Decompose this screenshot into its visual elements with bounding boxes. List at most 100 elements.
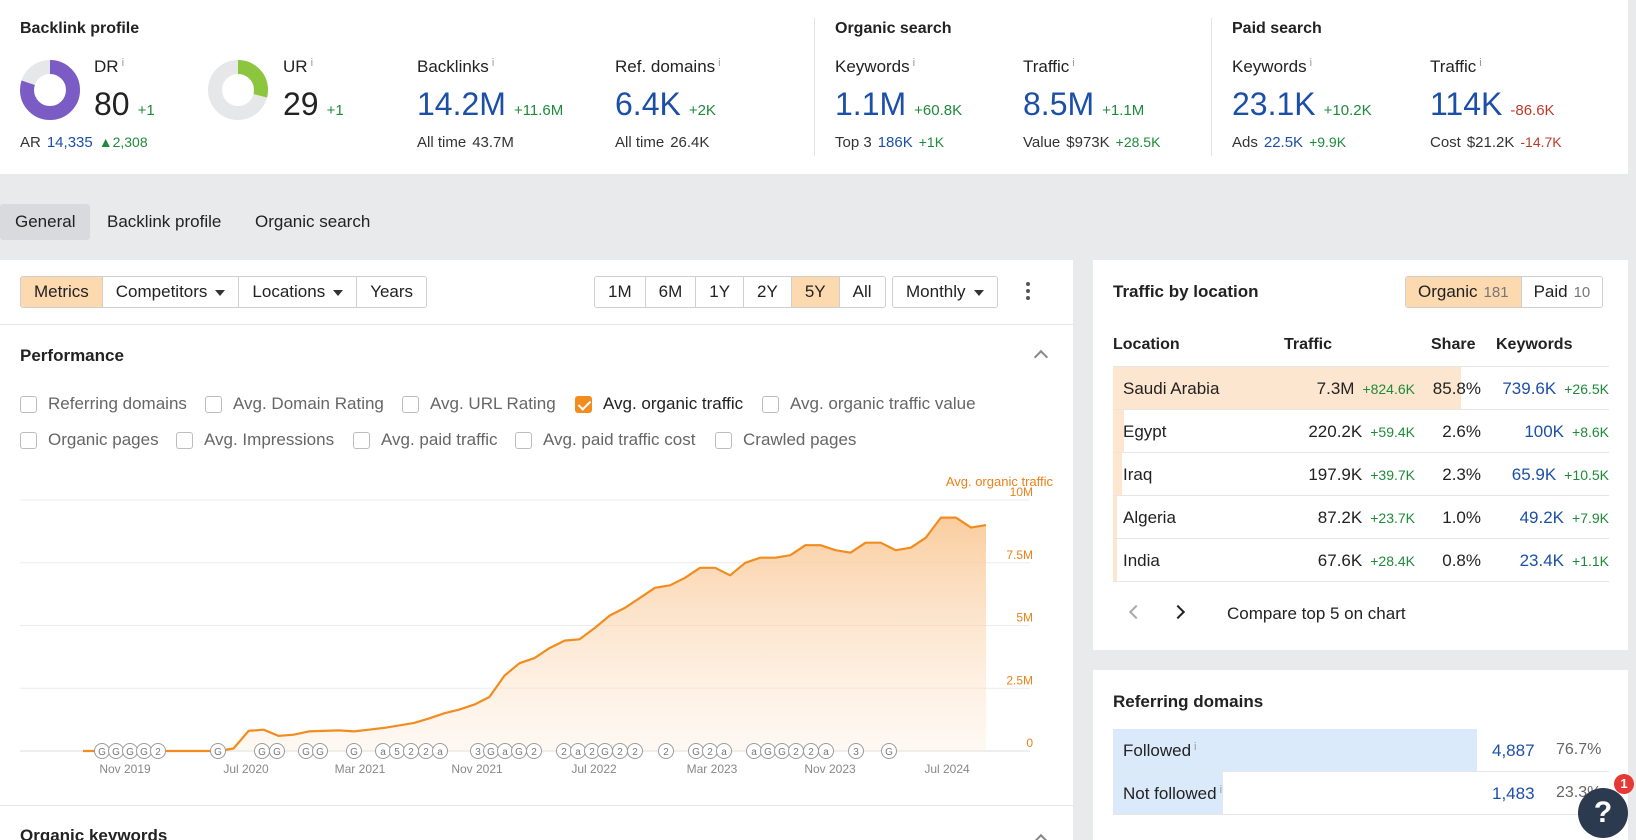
col-keywords[interactable]: Keywords bbox=[1496, 336, 1573, 353]
paid-toggle[interactable]: Paid 10 bbox=[1533, 282, 1591, 301]
dr-label[interactable]: DR i bbox=[94, 57, 125, 76]
annotation-letter: 2 bbox=[632, 747, 638, 758]
range-6m[interactable]: 6M bbox=[646, 277, 697, 307]
granularity-dropdown[interactable]: Monthly bbox=[892, 276, 998, 308]
annotation-marker bbox=[848, 743, 864, 759]
checkbox-avg-organic-traffic-value[interactable]: Avg. organic traffic value bbox=[762, 393, 976, 415]
location-traffic: 220.2K +59.4K bbox=[1308, 422, 1415, 441]
view-toolbar: Metrics Competitors Locations Years bbox=[20, 276, 428, 308]
annotation-marker bbox=[346, 743, 362, 759]
y-tick-label: 10M bbox=[1010, 485, 1033, 499]
competitors-dropdown[interactable]: Competitors bbox=[103, 277, 240, 307]
metrics-button[interactable]: Metrics bbox=[21, 277, 103, 307]
tab-backlink-profile[interactable]: Backlink profile bbox=[107, 212, 222, 231]
x-tick-label: Nov 2023 bbox=[804, 762, 856, 776]
organic-keywords-title: Organic keywords bbox=[20, 826, 168, 840]
location-keywords[interactable]: 49.2K +7.9K bbox=[1519, 508, 1609, 527]
checkbox-crawled-pages[interactable]: Crawled pages bbox=[715, 429, 856, 451]
annotation-letter: G bbox=[885, 747, 893, 758]
organic-keywords-value[interactable]: 1.1M +60.8K bbox=[835, 86, 963, 122]
annotation-letter: a bbox=[751, 747, 757, 758]
ref-domains-value[interactable]: 6.4K +2K bbox=[615, 86, 716, 122]
tab-organic-search[interactable]: Organic search bbox=[255, 212, 371, 231]
range-1y[interactable]: 1Y bbox=[696, 277, 745, 307]
divider bbox=[0, 324, 1073, 325]
location-row[interactable]: Egypt 220.2K +59.4K 2.6% 100K +8.6K bbox=[1113, 410, 1609, 453]
collapse-icon[interactable] bbox=[1033, 349, 1049, 365]
location-keywords[interactable]: 739.6K +26.5K bbox=[1502, 379, 1609, 398]
col-traffic[interactable]: Traffic bbox=[1284, 336, 1333, 353]
col-share[interactable]: Share bbox=[1431, 336, 1476, 353]
annotation-letter: G bbox=[273, 747, 281, 758]
granularity-value[interactable]: Monthly bbox=[893, 277, 997, 307]
location-row[interactable]: India 67.6K +28.4K 0.8% 23.4K +1.1K bbox=[1113, 539, 1609, 582]
checkbox-avg-impressions[interactable]: Avg. Impressions bbox=[176, 429, 334, 451]
location-name[interactable]: India bbox=[1123, 551, 1160, 570]
paid-traffic-value[interactable]: 114K -86.6K bbox=[1430, 86, 1555, 122]
organic-keywords-label[interactable]: Keywords i bbox=[835, 57, 916, 76]
organic-traffic-value[interactable]: 8.5M +1.1M bbox=[1023, 86, 1145, 122]
location-row[interactable]: Algeria 87.2K +23.7K 1.0% 49.2K +7.9K bbox=[1113, 496, 1609, 539]
annotation-letter: 2 bbox=[663, 747, 669, 758]
checkbox-avg-url-rating[interactable]: Avg. URL Rating bbox=[402, 393, 556, 415]
ref-domain-row[interactable]: Not followed i 1,483 23.3% bbox=[1113, 772, 1609, 815]
ref-domains-label[interactable]: Ref. domains i bbox=[615, 57, 721, 76]
checkbox-avg-organic-traffic[interactable]: Avg. organic traffic bbox=[575, 393, 743, 415]
paid-ads: Ads 22.5K +9.9K bbox=[1232, 134, 1347, 151]
annotation-marker bbox=[312, 743, 328, 759]
ur-donut bbox=[208, 60, 268, 120]
range-5y[interactable]: 5Y bbox=[791, 277, 840, 307]
divider bbox=[814, 18, 815, 156]
annotation-letter: G bbox=[316, 747, 324, 758]
collapse-icon[interactable] bbox=[1033, 833, 1049, 840]
paid-keywords-value[interactable]: 23.1K +10.2K bbox=[1232, 86, 1372, 122]
range-selector: 1M 6M 1Y 2Y 5Y All bbox=[594, 276, 886, 308]
ur-label[interactable]: UR i bbox=[283, 57, 314, 76]
range-1m[interactable]: 1M bbox=[595, 277, 646, 307]
years-button[interactable]: Years bbox=[370, 282, 414, 301]
paid-traffic-label[interactable]: Traffic i bbox=[1430, 57, 1482, 76]
checkbox-avg-paid-traffic[interactable]: Avg. paid traffic bbox=[353, 429, 498, 451]
location-keywords[interactable]: 100K +8.6K bbox=[1524, 422, 1609, 441]
share-bar bbox=[1113, 410, 1124, 452]
annotation-marker bbox=[210, 743, 226, 759]
ref-domain-count[interactable]: 4,887 bbox=[1492, 741, 1535, 760]
help-button[interactable]: ? bbox=[1578, 788, 1628, 838]
backlinks-label[interactable]: Backlinks i bbox=[417, 57, 495, 76]
location-name[interactable]: Saudi Arabia bbox=[1123, 379, 1220, 398]
paid-keywords-label[interactable]: Keywords i bbox=[1232, 57, 1313, 76]
location-row[interactable]: Iraq 197.9K +39.7K 2.3% 65.9K +10.5K bbox=[1113, 453, 1609, 496]
x-tick-label: Mar 2021 bbox=[335, 762, 386, 776]
backlink-profile-title: Backlink profile bbox=[20, 20, 140, 37]
range-2y[interactable]: 2Y bbox=[744, 277, 792, 307]
tab-general[interactable]: General bbox=[0, 204, 91, 240]
checkbox-organic-pages[interactable]: Organic pages bbox=[20, 429, 159, 451]
location-keywords[interactable]: 23.4K +1.1K bbox=[1519, 551, 1609, 570]
annotation-letter: 2 bbox=[155, 747, 161, 758]
ref-domain-count[interactable]: 1,483 bbox=[1492, 784, 1535, 803]
checkbox-avg-paid-traffic-cost[interactable]: Avg. paid traffic cost bbox=[515, 429, 695, 451]
range-all[interactable]: All bbox=[852, 282, 872, 301]
annotation-letter: a bbox=[380, 747, 386, 758]
checkbox-referring-domains[interactable]: Referring domains bbox=[20, 393, 187, 415]
location-row[interactable]: Saudi Arabia 7.3M +824.6K 85.8% 739.6K +26.5K bbox=[1113, 367, 1609, 410]
location-keywords[interactable]: 65.9K +10.5K bbox=[1511, 465, 1609, 484]
locations-dropdown[interactable]: Locations bbox=[239, 277, 358, 307]
more-options-icon[interactable] bbox=[1025, 282, 1031, 302]
prev-page-icon[interactable] bbox=[1128, 604, 1144, 620]
ref-domain-row[interactable]: Followed i 4,887 76.7% bbox=[1113, 729, 1609, 772]
organic-traffic-label[interactable]: Traffic i bbox=[1023, 57, 1075, 76]
location-name[interactable]: Algeria bbox=[1123, 508, 1176, 527]
y-tick-label: 0 bbox=[1026, 736, 1033, 750]
checkbox-avg-domain-rating[interactable]: Avg. Domain Rating bbox=[205, 393, 384, 415]
col-location[interactable]: Location bbox=[1113, 336, 1180, 353]
organic-toggle[interactable]: Organic 181 bbox=[1406, 277, 1522, 307]
referring-domains-title: Referring domains bbox=[1113, 692, 1264, 711]
location-name[interactable]: Egypt bbox=[1123, 422, 1167, 441]
location-name[interactable]: Iraq bbox=[1123, 465, 1153, 484]
chevron-down-icon bbox=[973, 289, 984, 296]
backlinks-value[interactable]: 14.2M +11.6M bbox=[417, 86, 564, 122]
compare-top5-link[interactable]: Compare top 5 on chart bbox=[1227, 604, 1406, 623]
next-page-icon[interactable] bbox=[1170, 604, 1186, 620]
